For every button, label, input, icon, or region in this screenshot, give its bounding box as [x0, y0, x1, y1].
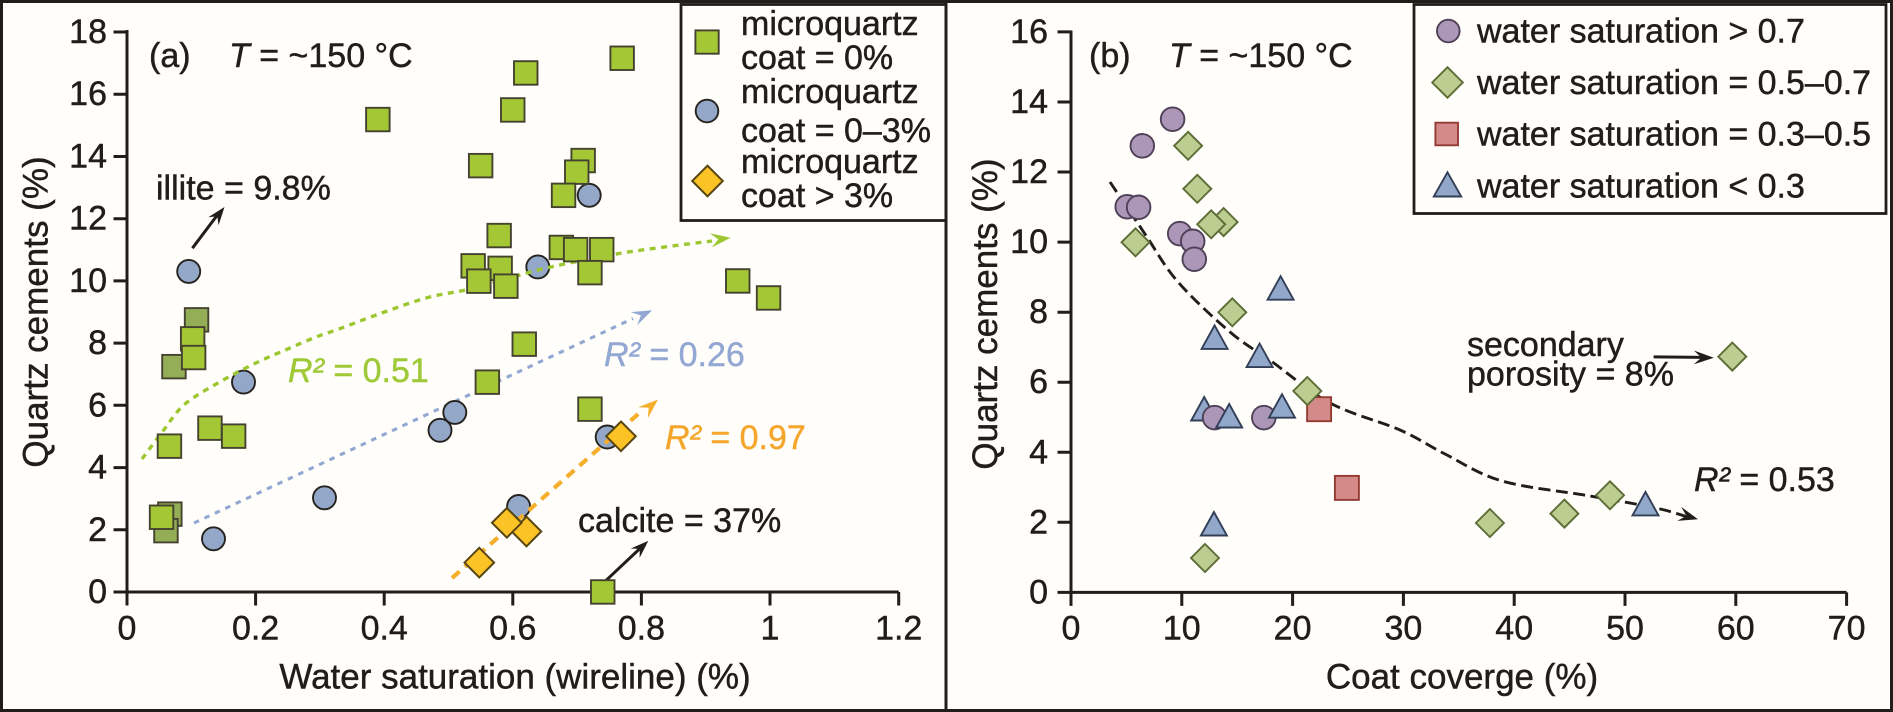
- svg-text:0: 0: [118, 610, 137, 648]
- svg-text:coat = 0–3%: coat = 0–3%: [741, 112, 931, 150]
- svg-text:12: 12: [69, 200, 107, 238]
- svg-text:(a): (a): [149, 37, 191, 75]
- svg-text:10: 10: [69, 262, 107, 300]
- svg-text:0.4: 0.4: [361, 610, 408, 648]
- svg-text:10: 10: [1010, 223, 1048, 261]
- svg-text:coat > 3%: coat > 3%: [741, 177, 893, 215]
- svg-text:0: 0: [88, 573, 107, 611]
- svg-text:70: 70: [1828, 610, 1866, 648]
- svg-text:(b): (b): [1089, 37, 1131, 75]
- svg-text:coat = 0%: coat = 0%: [741, 39, 893, 77]
- svg-text:Quartz cements (%): Quartz cements (%): [966, 158, 1005, 469]
- svg-text:14: 14: [1010, 83, 1048, 121]
- svg-text:microquartz: microquartz: [741, 73, 919, 111]
- svg-text:porosity = 8%: porosity = 8%: [1467, 356, 1674, 394]
- svg-text:12: 12: [1010, 153, 1048, 191]
- svg-text:1: 1: [761, 610, 780, 648]
- svg-text:water saturation > 0.7: water saturation > 0.7: [1476, 13, 1805, 51]
- svg-text:water saturation = 0.5–0.7: water saturation = 0.5–0.7: [1476, 64, 1871, 102]
- svg-text:R² = 0.97: R² = 0.97: [665, 419, 806, 457]
- svg-text:microquartz: microquartz: [741, 143, 919, 181]
- svg-text:8: 8: [88, 324, 107, 362]
- svg-text:40: 40: [1495, 610, 1533, 648]
- svg-text:2: 2: [1029, 503, 1048, 541]
- svg-text:water saturation = 0.3–0.5: water saturation = 0.3–0.5: [1476, 116, 1871, 154]
- svg-text:R² = 0.53: R² = 0.53: [1694, 461, 1835, 499]
- svg-text:T = ~150 °C: T = ~150 °C: [229, 37, 413, 75]
- svg-text:illite = 9.8%: illite = 9.8%: [156, 170, 331, 208]
- svg-text:16: 16: [69, 75, 107, 113]
- svg-text:Quartz cements (%): Quartz cements (%): [17, 156, 56, 467]
- svg-text:14: 14: [69, 138, 107, 176]
- svg-text:60: 60: [1717, 610, 1755, 648]
- svg-text:4: 4: [1029, 433, 1048, 471]
- svg-text:8: 8: [1029, 293, 1048, 331]
- svg-text:R² = 0.26: R² = 0.26: [604, 336, 745, 374]
- svg-text:Water saturation (wireline) (%: Water saturation (wireline) (%): [279, 658, 750, 697]
- svg-text:4: 4: [88, 449, 107, 487]
- svg-text:0.8: 0.8: [618, 610, 665, 648]
- svg-text:16: 16: [1010, 13, 1048, 51]
- svg-text:30: 30: [1384, 610, 1422, 648]
- svg-text:0.6: 0.6: [489, 610, 536, 648]
- svg-text:0.2: 0.2: [232, 610, 279, 648]
- svg-text:secondary: secondary: [1467, 326, 1624, 364]
- svg-text:2: 2: [88, 511, 107, 549]
- svg-text:microquartz: microquartz: [741, 5, 919, 43]
- svg-text:1.2: 1.2: [875, 610, 922, 648]
- svg-text:Coat coverge (%): Coat coverge (%): [1326, 658, 1598, 697]
- svg-text:R² = 0.51: R² = 0.51: [288, 352, 429, 390]
- svg-text:0: 0: [1029, 573, 1048, 611]
- svg-text:50: 50: [1606, 610, 1644, 648]
- svg-text:water saturation < 0.3: water saturation < 0.3: [1476, 168, 1805, 206]
- svg-text:T = ~150 °C: T = ~150 °C: [1169, 37, 1353, 75]
- svg-text:6: 6: [88, 386, 107, 424]
- svg-text:6: 6: [1029, 363, 1048, 401]
- svg-text:10: 10: [1163, 610, 1201, 648]
- svg-text:0: 0: [1062, 610, 1081, 648]
- svg-text:20: 20: [1274, 610, 1312, 648]
- svg-text:calcite = 37%: calcite = 37%: [578, 502, 781, 540]
- svg-text:18: 18: [69, 13, 107, 51]
